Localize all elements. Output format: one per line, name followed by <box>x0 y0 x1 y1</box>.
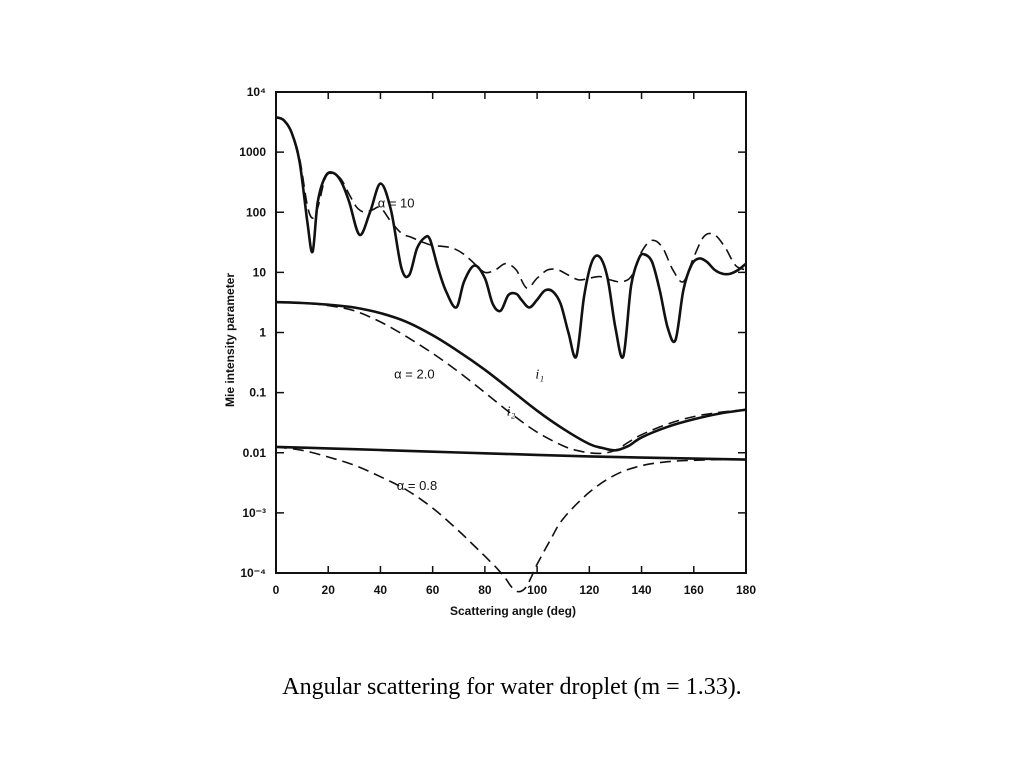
x-tick-label: 40 <box>374 583 388 597</box>
annotation-label: i₁ <box>535 368 544 383</box>
x-tick-label: 180 <box>736 583 756 597</box>
axis-ticks: 0 20 40 60 80 100 120 140 160 180 10⁴ 1000 100 10 1 0.1… <box>239 85 756 597</box>
annotation-label: α = 0.8 <box>397 478 437 493</box>
annotation-label: i₂ <box>507 404 516 419</box>
x-tick-label: 0 <box>273 583 280 597</box>
series-line-3-solid <box>275 300 747 452</box>
x-tick-label: 120 <box>579 583 599 597</box>
y-tick-label: 1000 <box>239 145 266 159</box>
x-axis-title: Scattering angle (deg) <box>450 604 576 618</box>
series-line-2-dashed <box>275 116 747 289</box>
y-tick-label: 10 <box>253 265 267 279</box>
series-line-4-dashed <box>275 301 747 455</box>
y-tick-label: 10⁻³ <box>242 506 266 520</box>
x-tick-label: 80 <box>478 583 492 597</box>
y-tick-label: 0.1 <box>249 386 266 400</box>
annotation-label: α = 2.0 <box>394 367 434 382</box>
y-tick-label: 1 <box>259 326 266 340</box>
y-axis-title: Mie intensity parameter <box>223 273 237 407</box>
plot-frame <box>275 91 747 574</box>
annotations: α = 10 α = 2.0 α = 0.8 i₁ i₂ <box>378 195 544 493</box>
x-tick-label: 140 <box>632 583 652 597</box>
y-tick-label: 0.01 <box>243 446 267 460</box>
series-layer <box>275 116 747 593</box>
y-tick-label: 100 <box>246 205 266 219</box>
figure-caption: Angular scattering for water droplet (m … <box>282 674 742 700</box>
series-line-6-dashed <box>275 446 747 593</box>
series-line-1-solid <box>275 116 747 360</box>
annotation-label: α = 10 <box>378 195 415 210</box>
series-line-5-solid <box>275 445 747 461</box>
y-tick-label: 10⁴ <box>247 85 266 99</box>
x-tick-label: 100 <box>527 583 547 597</box>
x-tick-label: 20 <box>322 583 336 597</box>
x-tick-label: 60 <box>426 583 440 597</box>
y-tick-label: 10⁻⁴ <box>240 566 266 580</box>
x-tick-label: 160 <box>684 583 704 597</box>
